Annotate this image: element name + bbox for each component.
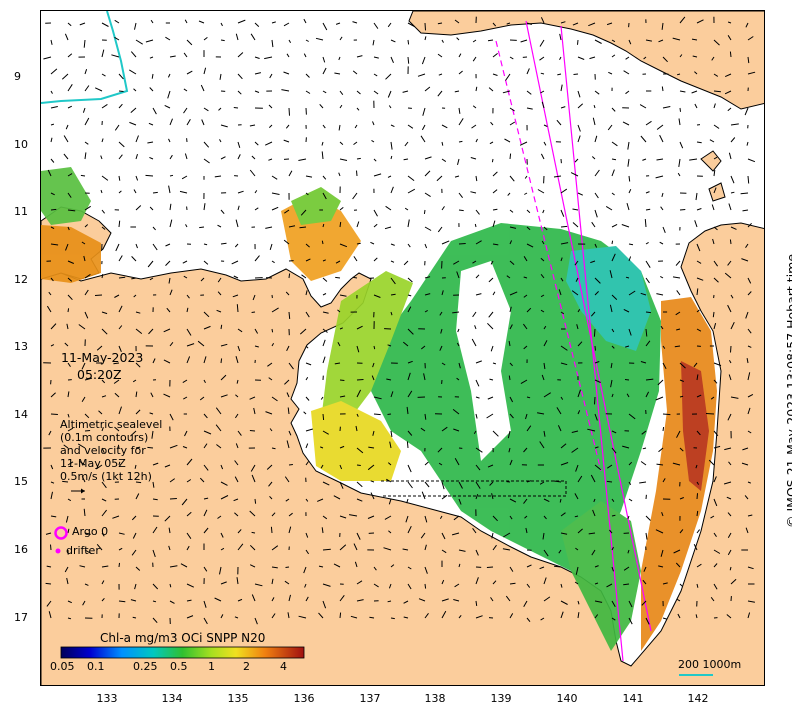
lat-tick: 17 xyxy=(14,611,28,624)
drifter-label: drifter xyxy=(66,544,100,557)
lon-tick: 133 xyxy=(96,692,118,705)
sealevel-line-3: and velocity for xyxy=(60,444,146,457)
lon-tick: 139 xyxy=(490,692,512,705)
chl-white-cloud xyxy=(456,261,511,461)
lat-tick: 11 xyxy=(14,205,28,218)
chl-red-east xyxy=(681,361,709,491)
track-1 xyxy=(495,40,602,472)
lat-tick: 10 xyxy=(14,138,28,151)
land-islet-2 xyxy=(708,182,726,202)
chl-yellow-west xyxy=(311,401,401,481)
chl-west-orange xyxy=(41,225,101,283)
lat-tick: 15 xyxy=(14,475,28,488)
velocity-scale-arrowhead-icon xyxy=(81,488,85,494)
lat-tick: 12 xyxy=(14,273,28,286)
chl-green-south xyxy=(561,501,641,651)
map-svg xyxy=(41,11,764,685)
colorbar-tick: 0.05 xyxy=(50,660,75,673)
scale-label: 200 1000m xyxy=(678,658,742,671)
region-box xyxy=(381,480,567,497)
lat-tick: 14 xyxy=(14,408,28,421)
lon-tick: 137 xyxy=(359,692,381,705)
chl-west-green xyxy=(41,167,91,225)
lon-tick: 134 xyxy=(161,692,183,705)
colorbar-tick: 4 xyxy=(280,660,287,673)
velocity-arrow-set xyxy=(43,16,756,625)
velocity-arrows xyxy=(43,16,756,625)
credit-text: © IMOS 21-May-2023 13:08:57 Hobart time xyxy=(784,253,792,528)
argo-marker-icon xyxy=(54,526,68,540)
lat-tick: 13 xyxy=(14,340,28,353)
colorbar-tick: 0.25 xyxy=(133,660,158,673)
chl-yellowgreen xyxy=(321,271,413,431)
chl-green-nw xyxy=(291,187,341,225)
drifter-tracks xyxy=(495,20,652,662)
lat-tick: 9 xyxy=(14,70,21,83)
sealevel-line-1: Altimetric sealevel xyxy=(60,418,163,431)
map-date: 11-May-2023 xyxy=(61,350,144,365)
argo-label: Argo 0 xyxy=(72,525,109,538)
colorbar xyxy=(60,646,305,659)
lon-tick: 140 xyxy=(556,692,578,705)
map-canvas xyxy=(40,10,765,686)
colorbar-gradient xyxy=(60,646,305,659)
sealevel-line-2: (0.1m contours) xyxy=(60,431,149,444)
sealevel-line-4: 11-May 05Z xyxy=(60,457,126,470)
lon-tick: 136 xyxy=(293,692,315,705)
colorbar-title: Chl-a mg/m3 OCi SNPP N20 xyxy=(100,631,266,645)
colorbar-tick: 0.1 xyxy=(87,660,105,673)
drifter-marker-icon xyxy=(55,548,61,554)
colorbar-tick: 0.5 xyxy=(170,660,188,673)
sealevel-line-5: 0.5m/s (1kt 12h) xyxy=(60,470,152,483)
lon-tick: 135 xyxy=(227,692,249,705)
land-new-guinea xyxy=(408,11,764,110)
chl-teal-patch xyxy=(566,246,651,351)
sealevel-contour xyxy=(41,11,129,104)
map-time: 05:20Z xyxy=(77,367,122,382)
colorbar-tick: 2 xyxy=(243,660,250,673)
land-islet xyxy=(700,150,722,172)
lon-tick: 138 xyxy=(424,692,446,705)
lat-tick: 16 xyxy=(14,543,28,556)
track-3 xyxy=(560,25,624,662)
track-2 xyxy=(525,20,652,632)
lon-tick: 141 xyxy=(622,692,644,705)
lon-tick: 142 xyxy=(687,692,709,705)
colorbar-tick: 1 xyxy=(208,660,215,673)
